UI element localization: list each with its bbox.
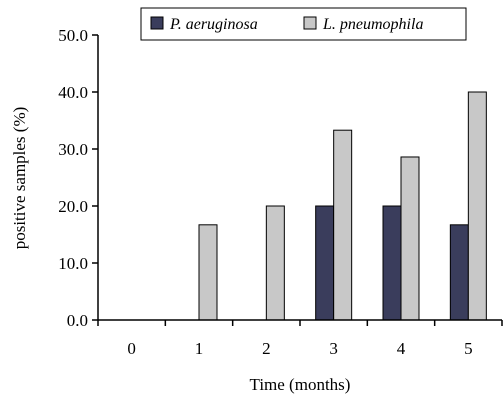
y-tick-label: 30.0 xyxy=(58,140,88,159)
y-tick-label: 0.0 xyxy=(67,311,88,330)
x-tick-label: 0 xyxy=(127,339,136,358)
x-tick-label: 4 xyxy=(397,339,406,358)
y-ticks-group: 0.0 10.0 20.0 30.0 40.0 50.0 xyxy=(58,26,98,330)
axes-group xyxy=(97,35,502,321)
bar-l-pneumophila xyxy=(198,224,218,321)
x-axis-title: Time (months) xyxy=(250,375,351,394)
y-tick-label: 20.0 xyxy=(58,197,88,216)
x-tick-label: 5 xyxy=(464,339,473,358)
legend-label-p-aeruginosa: P. aeruginosa xyxy=(169,16,258,33)
y-tick-label: 10.0 xyxy=(58,254,88,273)
legend: P. aeruginosa L. pneumophila xyxy=(140,7,467,41)
y-tick-label: 40.0 xyxy=(58,83,88,102)
legend-swatch-l-pneumophila xyxy=(303,16,317,30)
legend-label-l-pneumophila: L. pneumophila xyxy=(322,16,423,33)
bar-p-aeruginosa xyxy=(315,205,335,321)
bar-p-aeruginosa xyxy=(449,224,469,321)
bar-l-pneumophila xyxy=(467,91,487,321)
bar-p-aeruginosa xyxy=(382,205,402,321)
x-ticks-group: 0 1 2 3 4 5 xyxy=(97,320,503,358)
x-tick-label: 3 xyxy=(329,339,338,358)
bar-l-pneumophila xyxy=(400,156,420,321)
x-tick-label: 1 xyxy=(195,339,204,358)
bar-l-pneumophila xyxy=(265,205,285,321)
y-axis-title: positive samples (%) xyxy=(10,107,29,250)
bars-group xyxy=(198,91,487,321)
legend-swatch-p-aeruginosa xyxy=(150,16,164,30)
bar-l-pneumophila xyxy=(333,129,353,321)
x-tick-label: 2 xyxy=(262,339,271,358)
y-tick-label: 50.0 xyxy=(58,26,88,45)
